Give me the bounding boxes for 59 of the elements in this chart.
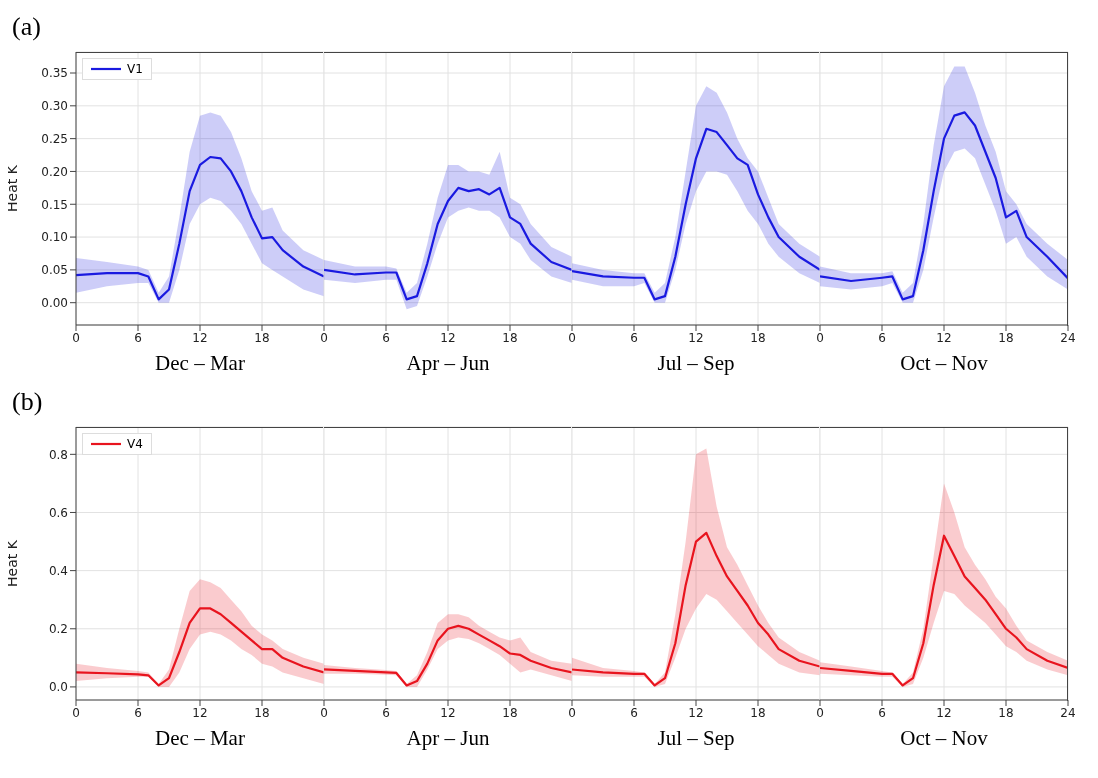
x-tick-label: 6 xyxy=(382,330,390,345)
y-tick-label: 0.20 xyxy=(41,164,68,179)
x-axis-title: Oct – Nov xyxy=(899,351,989,376)
x-tick-label: 0 xyxy=(816,330,824,345)
y-tick-label: 0.35 xyxy=(41,66,68,81)
x-axis-title: Dec – Mar xyxy=(154,726,246,751)
x-tick-label: 0 xyxy=(320,330,328,345)
x-tick-label: 12 xyxy=(688,705,704,720)
x-axis-title: Apr – Jun xyxy=(405,726,491,751)
x-tick-label: 18 xyxy=(502,330,518,345)
legend-label: V1 xyxy=(127,62,143,76)
y-tick-label: 0.30 xyxy=(41,99,68,114)
x-axis-title: Jul – Sep xyxy=(656,351,736,376)
x-tick-label: 24 xyxy=(1060,330,1076,345)
x-tick-label: 6 xyxy=(134,330,142,345)
x-tick-label: 6 xyxy=(134,705,142,720)
x-tick-label: 18 xyxy=(750,705,766,720)
x-tick-label: 12 xyxy=(440,705,456,720)
x-axis-title: Apr – Jun xyxy=(405,351,491,376)
x-tick-label: 12 xyxy=(936,705,952,720)
x-tick-label: 0 xyxy=(72,705,80,720)
y-tick-label: 0.15 xyxy=(41,197,68,212)
x-tick-label: 0 xyxy=(568,330,576,345)
y-tick-label: 0.00 xyxy=(41,295,68,310)
chart-title: (b) xyxy=(12,387,43,417)
x-tick-label: 18 xyxy=(998,705,1014,720)
y-tick-label: 0.4 xyxy=(48,563,68,578)
legend-label: V4 xyxy=(127,437,143,451)
x-tick-label: 0 xyxy=(72,330,80,345)
x-tick-label: 6 xyxy=(382,705,390,720)
y-tick-label: 0.2 xyxy=(48,622,68,637)
x-axis-title: Jul – Sep xyxy=(656,726,736,751)
x-tick-label: 24 xyxy=(1060,705,1076,720)
x-tick-label: 12 xyxy=(440,330,456,345)
x-tick-label: 18 xyxy=(254,330,270,345)
x-tick-label: 6 xyxy=(878,330,886,345)
x-tick-label: 18 xyxy=(502,705,518,720)
x-tick-label: 6 xyxy=(630,330,638,345)
x-axis-title: Dec – Mar xyxy=(154,351,246,376)
x-tick-label: 0 xyxy=(568,705,576,720)
x-tick-label: 12 xyxy=(936,330,952,345)
x-tick-label: 12 xyxy=(688,330,704,345)
x-tick-label: 0 xyxy=(320,705,328,720)
x-tick-label: 6 xyxy=(878,705,886,720)
y-tick-label: 0.25 xyxy=(41,131,68,146)
chart-title: (a) xyxy=(12,12,41,42)
y-tick-label: 0.10 xyxy=(41,230,68,245)
y-tick-label: 0.6 xyxy=(48,505,68,520)
x-tick-label: 12 xyxy=(192,705,208,720)
x-tick-label: 12 xyxy=(192,330,208,345)
x-tick-label: 0 xyxy=(816,705,824,720)
y-tick-label: 0.8 xyxy=(48,447,68,462)
y-tick-label: 0.05 xyxy=(41,263,68,278)
x-tick-label: 6 xyxy=(630,705,638,720)
x-tick-label: 18 xyxy=(998,330,1014,345)
x-tick-label: 18 xyxy=(254,705,270,720)
x-tick-label: 18 xyxy=(750,330,766,345)
y-tick-label: 0.0 xyxy=(48,680,68,695)
x-axis-title: Oct – Nov xyxy=(899,726,989,751)
